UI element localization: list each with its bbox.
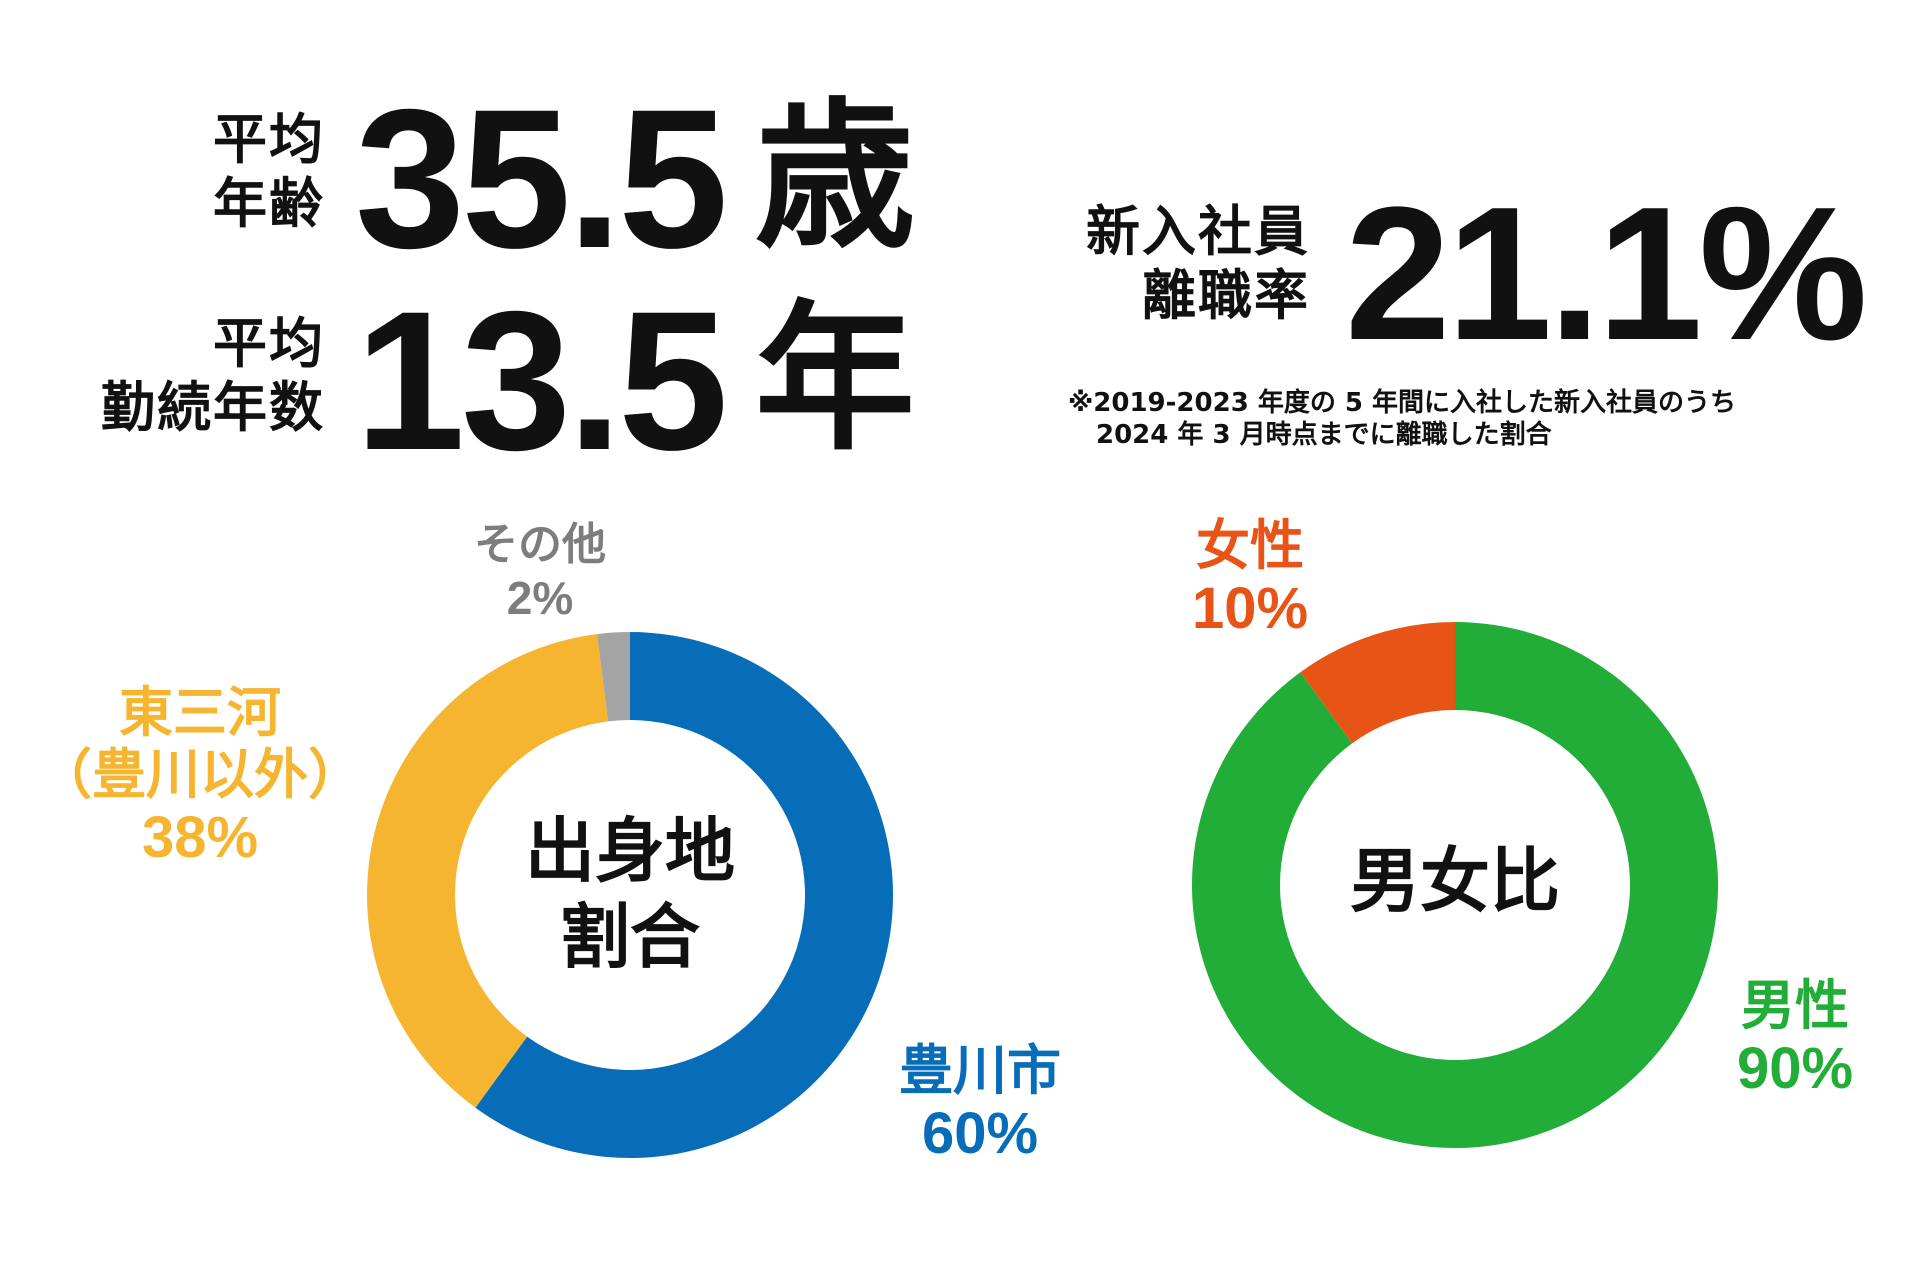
avg-age-label: 平均 年齢 (100, 108, 325, 236)
avg-tenure-unit: 年 (755, 285, 916, 472)
avg-age-unit: 歳 (755, 83, 916, 270)
turnover-label: 新入社員 離職率 (1020, 200, 1310, 328)
slice-female-name: 女性 (1196, 514, 1304, 577)
slice-toyokawa (475, 632, 893, 1158)
turnover-label-line1: 新入社員 (1086, 200, 1310, 263)
slice-higashimikawa-name: 東三河 (119, 681, 281, 744)
avg-tenure-label: 平均 勤続年数 (40, 312, 325, 440)
avg-age-label-line2: 年齢 (213, 172, 325, 235)
slice-male-name: 男性 (1741, 974, 1849, 1037)
birthplace-center-line1: 出身地 (525, 810, 735, 892)
gender-donut-chart (1192, 622, 1718, 1148)
slice-other-name: その他 (474, 519, 606, 570)
turnover-label-line2: 離職率 (1142, 264, 1310, 327)
turnover-value: 21.1% (1345, 168, 1868, 380)
slice-toyokawa-value: 60% (921, 1101, 1039, 1166)
slice-male-value: 90% (1736, 1036, 1854, 1101)
birthplace-donut-chart (367, 632, 893, 1158)
gender-chart-center-label: 男女比 (1350, 840, 1560, 922)
slice-label-toyokawa: 豊川市 60% (855, 1040, 1105, 1166)
slice-male (1192, 622, 1718, 1148)
slice-higashimikawa (367, 634, 609, 1108)
birthplace-center-line2: 割合 (560, 896, 700, 978)
avg-age-value: 35.5 (355, 68, 728, 289)
avg-tenure-value: 13.5 (355, 270, 728, 491)
slice-higashimikawa-name-line2: （豊川以外） (38, 743, 362, 806)
turnover-note-line1: ※2019-2023 年度の 5 年間に入社した新入社員のうち (1068, 388, 1737, 418)
slice-toyokawa-name: 豊川市 (899, 1039, 1061, 1102)
slice-label-male: 男性 90% (1695, 975, 1895, 1101)
slice-other (597, 632, 630, 722)
slice-female-value: 10% (1191, 576, 1309, 641)
slice-female (1300, 622, 1455, 744)
slice-label-female: 女性 10% (1140, 515, 1360, 641)
slice-label-other: その他 2% (440, 520, 640, 626)
slice-other-value: 2% (506, 572, 574, 624)
avg-tenure-label-line1: 平均 (213, 312, 325, 375)
birthplace-chart-center-label: 出身地 割合 (480, 808, 780, 980)
avg-tenure-label-line2: 勤続年数 (101, 376, 325, 439)
turnover-note-line2: 2024 年 3 月時点までに離職した割合 (1096, 420, 1552, 450)
avg-age-label-line1: 平均 (213, 108, 325, 171)
slice-higashimikawa-value: 38% (141, 805, 259, 870)
slice-label-higashimikawa: 東三河 （豊川以外） 38% (30, 682, 370, 870)
